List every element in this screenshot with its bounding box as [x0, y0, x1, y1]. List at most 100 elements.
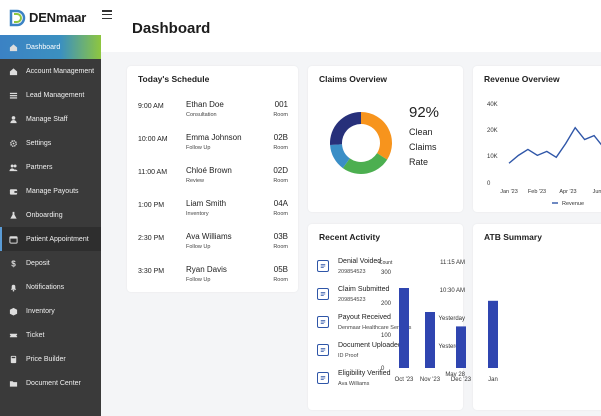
patient-name: Ryan Davis: [186, 265, 227, 274]
page-title: Dashboard: [132, 20, 211, 37]
activity-title: Denial Voided: [338, 258, 382, 265]
menu-toggle-icon[interactable]: [102, 10, 112, 19]
atb-y-tick: 200: [381, 301, 392, 307]
schedule-time: 11:00 AM: [138, 169, 168, 176]
activity-time: Yesterday: [438, 344, 465, 350]
sidebar-item-notifications[interactable]: Notifications: [0, 275, 101, 299]
sidebar-item-partners[interactable]: Partners: [0, 155, 101, 179]
atb-bar[interactable]: [456, 326, 466, 368]
donut-segment[interactable]: [361, 112, 392, 160]
atb-bar[interactable]: [488, 300, 498, 368]
sidebar-item-label: Onboarding: [26, 211, 63, 219]
sidebar-item-label: Deposit: [26, 259, 50, 267]
patient-name: Ava Williams: [186, 232, 232, 241]
sidebar-item-price-builder[interactable]: Price Builder: [0, 347, 101, 371]
claims-donut-chart: [330, 112, 392, 174]
activity-time: 11:15 AM: [440, 260, 465, 266]
sidebar: Dashboard Account Management Lead Manageme…: [0, 35, 101, 416]
activity-subtitle: 209854523: [338, 269, 366, 275]
sidebar-item-label: Price Builder: [26, 355, 66, 363]
sidebar-item-label: Manage Staff: [26, 115, 68, 123]
sidebar-item-label: Lead Management: [26, 91, 85, 99]
schedule-row[interactable]: 11:00 AM Chloé Brown Review 02D Room: [138, 166, 288, 190]
box-icon: [9, 307, 18, 316]
donut-segment[interactable]: [342, 153, 388, 174]
claims-title: Claims Overview: [319, 74, 388, 84]
activity-title: Document Uploaded: [338, 342, 402, 349]
home-icon: [9, 67, 18, 76]
sidebar-item-deposit[interactable]: $ Deposit: [0, 251, 101, 275]
donut-segment[interactable]: [330, 144, 350, 169]
sidebar-item-account-management[interactable]: Account Management: [0, 59, 101, 83]
schedule-row[interactable]: 2:30 PM Ava Williams Follow Up 03B Room: [138, 232, 288, 256]
revenue-series-line: [508, 126, 601, 164]
schedule-row[interactable]: 9:00 AM Ethan Doe Consultation 001 Room: [138, 100, 288, 124]
atb-bar[interactable]: [399, 288, 409, 368]
sidebar-item-inventory[interactable]: Inventory: [0, 299, 101, 323]
revenue-x-tick: Jan '23: [500, 189, 518, 195]
sidebar-item-label: Settings: [26, 139, 52, 147]
room-label: Room: [273, 211, 288, 217]
sidebar-item-patient-appointment[interactable]: Patient Appointment: [0, 227, 101, 251]
atb-x-tick: Jan: [488, 377, 498, 383]
atb-x-tick: Nov '23: [420, 377, 441, 383]
revenue-y-tick: 10K: [487, 154, 498, 160]
users-icon: [9, 163, 18, 172]
sidebar-item-document-center[interactable]: Document Center: [0, 371, 101, 395]
room-label: Room: [273, 244, 288, 250]
patient-name: Emma Johnson: [186, 133, 242, 142]
activity-row[interactable]: Document Uploaded ID Proof Yesterday: [317, 342, 465, 364]
activity-card: Recent Activity Denial Voided 209854523 11…: [308, 224, 465, 410]
atb-bar[interactable]: [425, 312, 435, 368]
atb-y-tick: 100: [381, 333, 392, 339]
room-number: 04A: [273, 199, 288, 208]
activity-subtitle: 209854523: [338, 297, 366, 303]
document-icon: [317, 288, 329, 300]
calculator-icon: [9, 355, 18, 364]
dollar-icon: $: [9, 259, 18, 267]
brand[interactable]: DENmaar: [0, 0, 101, 35]
schedule-time: 9:00 AM: [138, 103, 164, 110]
revenue-y-tick: 0: [487, 181, 491, 187]
claims-card: Claims Overview 92% Clean Claims Rate: [308, 66, 463, 212]
atb-y-tick: 0: [381, 366, 385, 372]
sidebar-item-label: Patient Appointment: [26, 235, 89, 243]
sidebar-item-label: Partners: [26, 163, 53, 171]
appointment-type: Follow Up: [186, 244, 211, 250]
sidebar-item-dashboard[interactable]: Dashboard: [0, 35, 101, 59]
schedule-row[interactable]: 3:30 PM Ryan Davis Follow Up 05B Room: [138, 265, 288, 289]
document-icon: [317, 260, 329, 272]
schedule-row[interactable]: 1:00 PM Liam Smith Inventory 04A Room: [138, 199, 288, 223]
brand-name: DENmaar: [29, 10, 87, 25]
activity-row[interactable]: Payout Received Denmaar Healthcare Servic…: [317, 314, 465, 336]
svg-text:$: $: [11, 259, 16, 267]
schedule-time: 1:00 PM: [138, 202, 165, 209]
sidebar-item-ticket[interactable]: Ticket: [0, 323, 101, 347]
claims-percent: 92%: [409, 104, 440, 121]
atb-y-axis-label: Count: [379, 260, 393, 266]
sidebar-item-onboarding[interactable]: Onboarding: [0, 203, 101, 227]
sidebar-item-manage-payouts[interactable]: Manage Payouts: [0, 179, 101, 203]
appointment-type: Follow Up: [186, 145, 211, 151]
donut-segment[interactable]: [330, 112, 361, 145]
sidebar-item-lead-management[interactable]: Lead Management: [0, 83, 101, 107]
schedule-row[interactable]: 10:00 AM Emma Johnson Follow Up 02B Room: [138, 133, 288, 157]
main-content: Dashboard Today's Schedule 9:00 AM Ethan …: [101, 0, 601, 416]
ticket-icon: [9, 331, 18, 340]
sidebar-item-label: Ticket: [26, 331, 45, 339]
activity-row[interactable]: Denial Voided 209854523 11:15 AM: [317, 258, 465, 280]
schedule-card: Today's Schedule 9:00 AM Ethan Doe Consult…: [127, 66, 298, 292]
atb-title: ATB Summary: [484, 232, 542, 242]
schedule-time: 3:30 PM: [138, 268, 165, 275]
sidebar-item-label: Inventory: [26, 307, 55, 315]
sidebar-item-settings[interactable]: Settings: [0, 131, 101, 155]
revenue-x-tick: Jun: [593, 189, 601, 195]
claims-label: Clean Claims Rate: [409, 127, 437, 167]
sidebar-item-manage-staff[interactable]: Manage Staff: [0, 107, 101, 131]
activity-row[interactable]: Claim Submitted 209854523 10:30 AM: [317, 286, 465, 308]
room-number: 02D: [273, 166, 288, 175]
activity-subtitle: Denmaar Healthcare Services: [338, 325, 412, 331]
activity-row[interactable]: Eligibility Verified Ava Williams May 28: [317, 370, 465, 392]
header-bar: [101, 0, 601, 52]
activity-time: May 28: [445, 372, 465, 378]
